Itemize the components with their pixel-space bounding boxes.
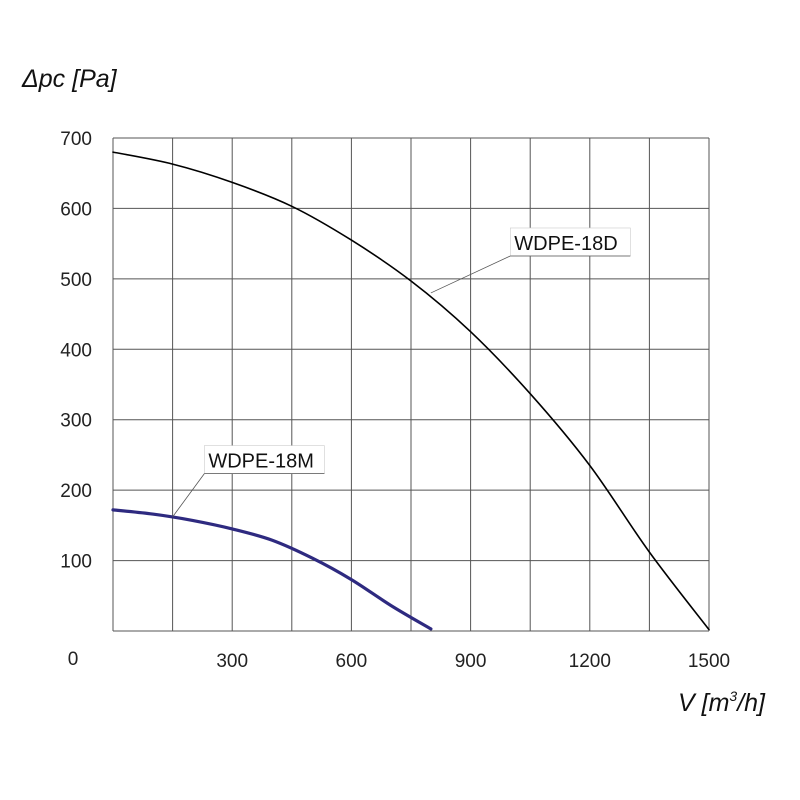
x-axis-label-sup: 3 [729,688,737,704]
y-tick-label: 200 [60,481,92,502]
x-tick-label: 900 [455,651,487,672]
y-tick-label: 700 [60,129,92,150]
series-label-box [204,445,325,474]
series-line-wdpe-18d [112,151,710,631]
series-label-wdpe-18m: WDPE-18M [208,451,314,473]
x-tick-label: 300 [216,651,248,672]
x-tick-labels: 300 600 900 1200 1500 [216,651,730,672]
series-group: WDPE-18D WDPE-18M [111,151,710,631]
y-tick-label: 100 [60,552,92,573]
y-tick-label: 400 [60,340,92,361]
y-axis-label: Δpc [Pa] [21,65,118,93]
x-tick-label: 1200 [569,651,611,672]
x-axis-label: V [m3/h] [678,688,766,717]
series-line-wdpe-18m [111,508,433,631]
series-leader-line [430,255,511,294]
x-tick-label: 600 [336,651,368,672]
series-label-wdpe-18d: WDPE-18D [514,233,617,255]
x-tick-label: 1500 [688,651,730,672]
y-tick-labels: 100 200 300 400 500 600 700 [60,129,92,573]
y-tick-label: 500 [60,270,92,291]
y-tick-label: 600 [60,199,92,220]
series-label-box [510,227,631,257]
x-axis-label-suffix: /h] [735,689,766,717]
origin-label: 0 [68,649,79,670]
y-tick-label: 300 [60,411,92,432]
series-leader-line [172,473,205,518]
grid [112,137,710,632]
x-axis-label-prefix: V [m [678,689,729,717]
